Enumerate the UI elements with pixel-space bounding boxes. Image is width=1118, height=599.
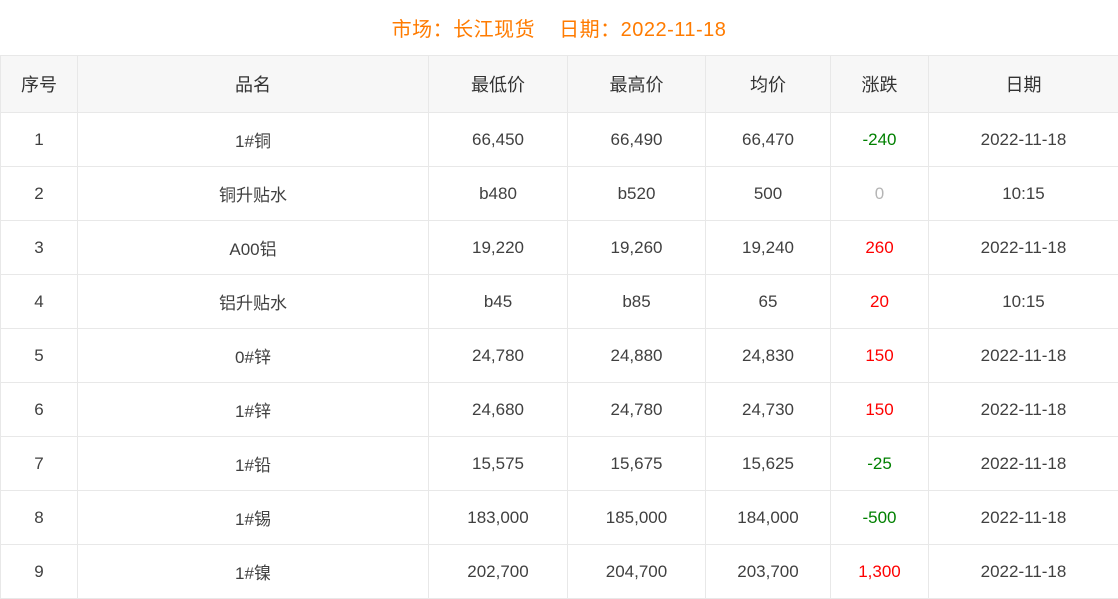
cell-name: 0#锌 — [78, 329, 429, 383]
cell-no: 7 — [1, 437, 78, 491]
market-label: 市场：长江现货 — [392, 13, 536, 42]
cell-date: 10:15 — [929, 167, 1118, 221]
cell-avg: 203,700 — [706, 545, 831, 599]
cell-no: 9 — [1, 545, 78, 599]
cell-date: 2022-11-18 — [929, 221, 1118, 275]
column-header-change: 涨跌 — [831, 56, 929, 113]
cell-name: 1#锌 — [78, 383, 429, 437]
cell-high: 24,880 — [568, 329, 706, 383]
cell-no: 5 — [1, 329, 78, 383]
cell-no: 2 — [1, 167, 78, 221]
cell-name: 铝升贴水 — [78, 275, 429, 329]
cell-avg: 184,000 — [706, 491, 831, 545]
cell-change: 150 — [831, 383, 929, 437]
cell-low: 24,680 — [429, 383, 568, 437]
cell-high: 204,700 — [568, 545, 706, 599]
cell-high: b520 — [568, 167, 706, 221]
cell-change: -240 — [831, 113, 929, 167]
cell-change: 1,300 — [831, 545, 929, 599]
cell-low: b45 — [429, 275, 568, 329]
column-header-low: 最低价 — [429, 56, 568, 113]
cell-change: -25 — [831, 437, 929, 491]
cell-date: 2022-11-18 — [929, 491, 1118, 545]
page-title: 市场：长江现货 日期：2022-11-18 — [0, 0, 1118, 55]
cell-high: 185,000 — [568, 491, 706, 545]
column-header-name: 品名 — [78, 56, 429, 113]
cell-low: b480 — [429, 167, 568, 221]
cell-date: 10:15 — [929, 275, 1118, 329]
column-header-avg: 均价 — [706, 56, 831, 113]
cell-date: 2022-11-18 — [929, 545, 1118, 599]
cell-change: 0 — [831, 167, 929, 221]
cell-change: 20 — [831, 275, 929, 329]
table-header-row: 序号 品名 最低价 最高价 均价 涨跌 日期 — [1, 56, 1118, 113]
cell-name: 铜升贴水 — [78, 167, 429, 221]
cell-avg: 66,470 — [706, 113, 831, 167]
cell-date: 2022-11-18 — [929, 329, 1118, 383]
cell-change: 150 — [831, 329, 929, 383]
cell-date: 2022-11-18 — [929, 113, 1118, 167]
cell-avg: 500 — [706, 167, 831, 221]
cell-low: 24,780 — [429, 329, 568, 383]
cell-date: 2022-11-18 — [929, 383, 1118, 437]
cell-name: 1#镍 — [78, 545, 429, 599]
cell-low: 183,000 — [429, 491, 568, 545]
cell-avg: 24,730 — [706, 383, 831, 437]
cell-high: 66,490 — [568, 113, 706, 167]
cell-no: 4 — [1, 275, 78, 329]
cell-no: 6 — [1, 383, 78, 437]
cell-low: 66,450 — [429, 113, 568, 167]
cell-avg: 19,240 — [706, 221, 831, 275]
cell-high: 24,780 — [568, 383, 706, 437]
cell-avg: 24,830 — [706, 329, 831, 383]
cell-no: 1 — [1, 113, 78, 167]
cell-name: 1#锡 — [78, 491, 429, 545]
cell-name: A00铝 — [78, 221, 429, 275]
cell-date: 2022-11-18 — [929, 437, 1118, 491]
column-header-date: 日期 — [929, 56, 1118, 113]
column-header-high: 最高价 — [568, 56, 706, 113]
cell-no: 3 — [1, 221, 78, 275]
cell-low: 202,700 — [429, 545, 568, 599]
date-label: 日期：2022-11-18 — [559, 13, 726, 42]
cell-change: 260 — [831, 221, 929, 275]
cell-low: 19,220 — [429, 221, 568, 275]
cell-name: 1#铅 — [78, 437, 429, 491]
cell-avg: 15,625 — [706, 437, 831, 491]
cell-change: -500 — [831, 491, 929, 545]
cell-high: 15,675 — [568, 437, 706, 491]
cell-high: b85 — [568, 275, 706, 329]
cell-avg: 65 — [706, 275, 831, 329]
cell-low: 15,575 — [429, 437, 568, 491]
cell-high: 19,260 — [568, 221, 706, 275]
column-header-no: 序号 — [1, 56, 78, 113]
cell-name: 1#铜 — [78, 113, 429, 167]
cell-no: 8 — [1, 491, 78, 545]
